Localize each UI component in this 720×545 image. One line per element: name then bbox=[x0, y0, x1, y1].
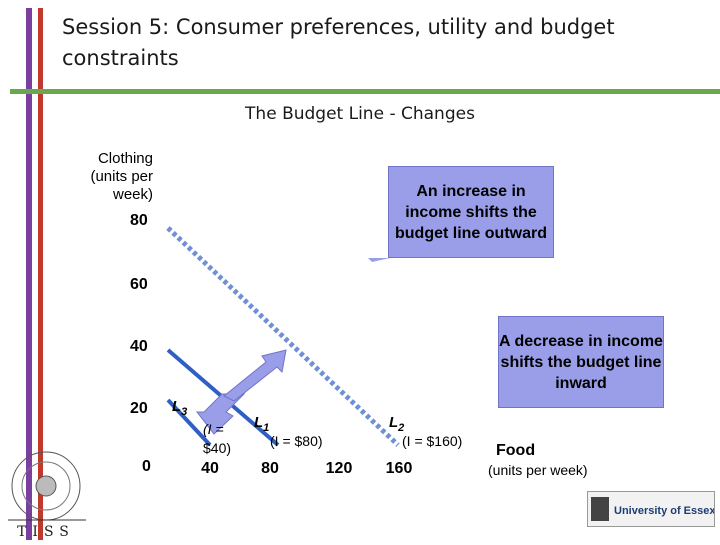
label-l2: L2 bbox=[389, 414, 404, 434]
income-l3-line1: (I = bbox=[203, 421, 224, 437]
arrow-outward bbox=[223, 349, 287, 402]
callout-increase: An increase in income shifts the budget … bbox=[388, 166, 554, 258]
budget-line-l2 bbox=[166, 226, 400, 447]
label-l1-name: L bbox=[254, 414, 264, 431]
label-l3: L3 bbox=[172, 398, 187, 418]
label-l2-name: L bbox=[389, 414, 399, 431]
callout-increase-pointer bbox=[368, 258, 390, 262]
budget-line-l3 bbox=[166, 398, 212, 447]
chart-subtitle: The Budget Line - Changes bbox=[245, 104, 475, 124]
slide-title: Session 5: Consumer preferences, utility… bbox=[62, 15, 615, 70]
y-tick-20: 20 bbox=[130, 400, 148, 417]
x-tick-160: 160 bbox=[385, 460, 413, 477]
label-l2-sub: 2 bbox=[398, 422, 405, 434]
y-tick-80: 80 bbox=[130, 212, 148, 229]
accent-bar-purple bbox=[26, 8, 32, 540]
label-l3-name: L bbox=[172, 398, 182, 415]
x-tick-120: 120 bbox=[325, 460, 353, 477]
svg-text:TISS: TISS bbox=[17, 524, 75, 540]
tiss-logo-graphic: TISS bbox=[8, 451, 86, 540]
svg-text:University of Essex: University of Essex bbox=[614, 505, 714, 517]
label-l1: L1 bbox=[254, 414, 269, 434]
tiss-logo: TISS bbox=[0, 448, 95, 540]
x-tick-40: 40 bbox=[201, 460, 219, 477]
arrow-inward bbox=[195, 393, 246, 435]
y-axis-label: Clothing (units per week) bbox=[90, 150, 153, 203]
income-l3-line2: $40) bbox=[203, 440, 232, 456]
y-tick-60: 60 bbox=[130, 276, 148, 293]
income-l2: (I = $160) bbox=[402, 433, 463, 449]
y-tick-0: 0 bbox=[142, 458, 151, 475]
essex-logo: University of Essex bbox=[587, 491, 716, 527]
x-axis-units: (units per week) bbox=[488, 462, 588, 478]
essex-logo-graphic: University of Essex bbox=[591, 497, 716, 521]
label-l3-sub: 3 bbox=[181, 406, 188, 418]
accent-bar-red bbox=[38, 8, 43, 540]
callout-decrease: A decrease in income shifts the budget l… bbox=[498, 316, 664, 408]
y-tick-40: 40 bbox=[130, 338, 148, 355]
x-axis-label: Food bbox=[496, 442, 536, 459]
label-l1-sub: 1 bbox=[263, 422, 270, 434]
income-l1: (I = $80) bbox=[270, 433, 323, 449]
title-rule bbox=[10, 89, 720, 94]
x-tick-80: 80 bbox=[261, 460, 279, 477]
